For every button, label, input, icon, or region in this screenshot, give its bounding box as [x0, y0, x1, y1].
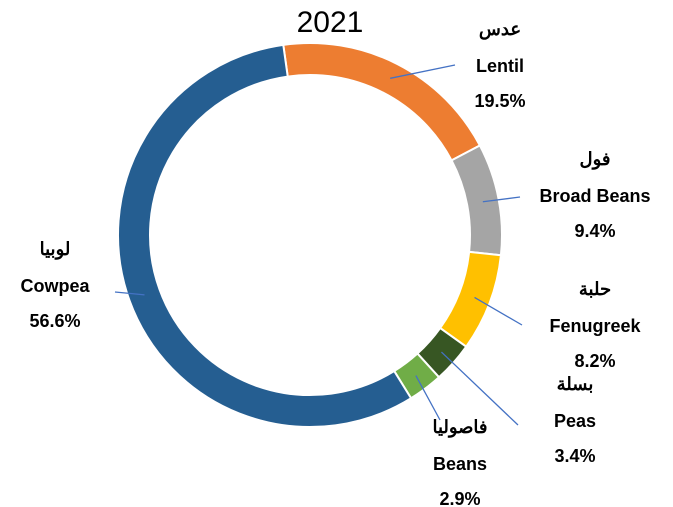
chart-title: 2021 [297, 6, 364, 39]
value-label: 56.6% [29, 311, 80, 331]
donut-segment [282, 42, 482, 162]
arabic-label: بسلة [557, 374, 594, 394]
leader-line [482, 196, 521, 203]
arabic-label: فول [580, 149, 611, 170]
value-label: 3.4% [554, 446, 595, 466]
category-label: Cowpea [20, 276, 90, 296]
leader-line [441, 351, 519, 426]
value-label: 19.5% [474, 91, 525, 111]
leader-line [415, 375, 441, 421]
leader-line [390, 64, 456, 79]
category-label: Broad Beans [539, 186, 650, 206]
arabic-label: فاصوليا [432, 417, 487, 438]
arabic-label: عدس [479, 19, 521, 40]
category-label: Beans [433, 454, 487, 474]
value-label: 9.4% [574, 221, 615, 241]
donut-segment [438, 250, 503, 349]
category-label: Fenugreek [549, 316, 641, 336]
arabic-label: حلبة [579, 279, 611, 299]
category-label: Peas [554, 411, 596, 431]
value-label: 2.9% [439, 489, 480, 507]
donut-segment [117, 43, 413, 428]
leader-line [474, 296, 523, 326]
category-label: Lentil [476, 56, 524, 76]
arabic-label: لوبيا [40, 239, 71, 260]
value-label: 8.2% [574, 351, 615, 371]
leader-line [114, 291, 145, 296]
